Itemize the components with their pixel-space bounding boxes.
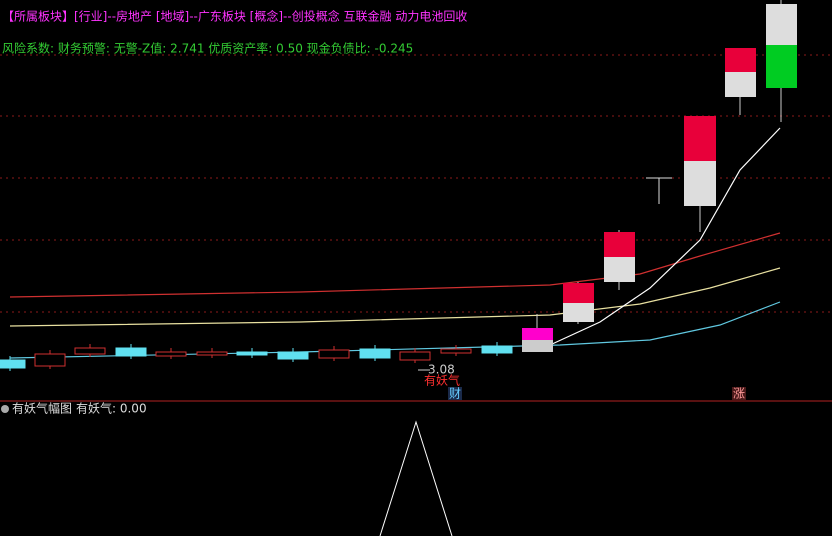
rise-badge: 涨: [733, 386, 745, 401]
indicator-value: 有妖气: 0.00: [76, 401, 147, 416]
candle: [318, 349, 350, 359]
candle: [359, 348, 391, 359]
risk-line: 风险系数: 财务预警: 无警-Z值: 2.741 优质资产率: 0.50 现金负…: [2, 41, 413, 56]
candle: [481, 345, 513, 354]
finance-badge-box: [448, 387, 462, 400]
candle: [440, 348, 472, 354]
candle: [399, 351, 431, 361]
price-grid: [0, 54, 832, 313]
candle: [74, 347, 106, 355]
rise-badge-box: [732, 387, 746, 400]
candle: [115, 347, 147, 357]
candle: [196, 351, 228, 356]
candle: [277, 351, 309, 360]
candle: [236, 351, 268, 356]
panel-icon[interactable]: [1, 405, 9, 413]
indicator-title: 有妖气幅图: [12, 401, 72, 416]
price-marker: 3.08: [428, 363, 455, 377]
sector-text: [行业]--房地产 [地域]--广东板块 [概念]--创投概念 互联金融 动力电…: [74, 9, 467, 24]
candles: [0, 342, 513, 371]
candle: [34, 353, 66, 367]
indicator-line: [379, 420, 453, 536]
signal-label: 有妖气: [424, 373, 460, 388]
big-candles: [522, 0, 797, 352]
candle: [0, 359, 26, 369]
finance-badge: 财: [449, 387, 461, 401]
candle: [155, 351, 187, 357]
sector-tag: 【所属板块】: [2, 10, 74, 24]
